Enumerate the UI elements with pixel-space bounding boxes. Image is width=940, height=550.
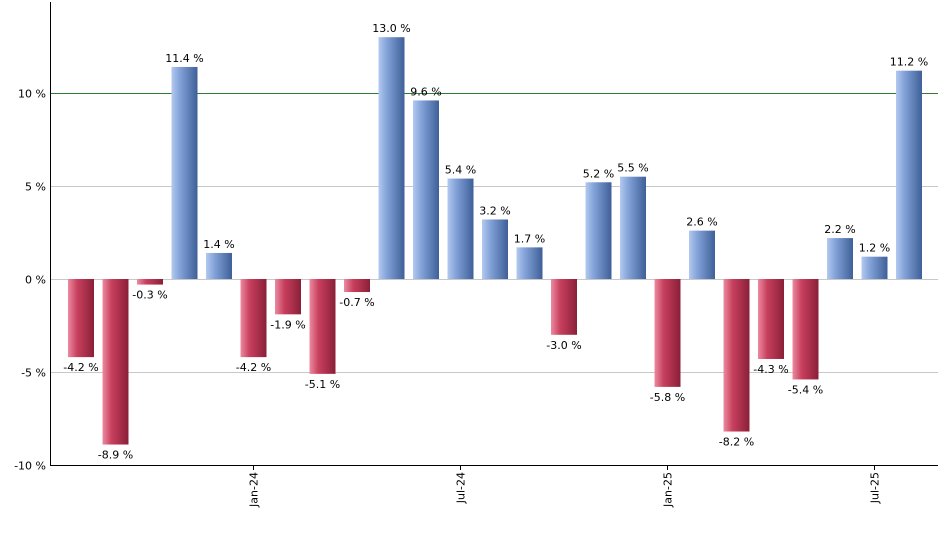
data-label: 2.2 % [824,223,855,236]
bar [551,279,577,335]
data-label: 5.5 % [617,162,648,175]
bar [861,256,888,279]
data-label: -4.3 % [753,363,788,376]
y-tick-label: 5 % [25,181,46,194]
data-labels: -10 % -5 % 0 % 5 % 10 % -4.2 % -8.9 % -0.3 % 11.… [14,22,928,508]
data-label: -5.1 % [305,378,340,391]
data-label: 2.6 % [686,216,717,229]
data-label: -0.7 % [339,296,374,309]
data-label: -3.0 % [546,339,581,352]
y-tick-label: 0 % [25,274,46,287]
bar [413,100,439,279]
bar [689,230,715,279]
bar [827,238,853,279]
bar [68,279,94,358]
bar [620,176,646,279]
bars [68,37,922,445]
bar [275,279,301,315]
y-tick-label: -10 % [14,460,46,473]
x-tick-label: Jan-25 [662,472,675,508]
data-label: -5.4 % [788,383,823,396]
data-label: 1.2 % [859,242,890,255]
data-label: 3.2 % [479,204,510,217]
bar [723,279,750,432]
bar [102,279,129,445]
data-label: -4.2 % [63,361,98,374]
bar [309,279,336,374]
bar [171,66,198,280]
data-label: -4.2 % [236,361,271,374]
data-label: -1.9 % [270,318,305,331]
axes [50,2,938,470]
data-label: 1.7 % [514,232,545,245]
data-label: 1.4 % [203,238,234,251]
data-label: 13.0 % [372,22,410,35]
y-tick-label: -5 % [21,367,46,380]
data-label: 11.2 % [890,56,928,69]
data-label: 11.4 % [165,52,203,65]
data-label: -5.8 % [650,391,685,404]
bar [758,279,784,359]
bar [344,279,370,293]
data-label: 5.4 % [445,164,476,177]
bar [896,70,922,280]
bar [654,279,681,387]
bar [378,37,405,280]
bar [585,182,612,279]
data-label: 5.2 % [583,167,614,180]
bar [137,279,163,285]
data-label: 9.6 % [410,85,441,98]
x-tick-label: Jul-24 [455,472,468,504]
bar [447,178,474,279]
bar [792,279,819,380]
bar [482,219,508,279]
bar [206,252,232,279]
data-label: -8.9 % [98,449,133,462]
y-tick-label: 10 % [18,88,46,101]
bar [516,247,543,279]
bar [240,279,267,358]
x-tick-label: Jul-25 [869,472,882,504]
x-tick-label: Jan-24 [248,472,261,508]
data-label: -0.3 % [132,289,167,302]
data-label: -8.2 % [719,436,754,449]
